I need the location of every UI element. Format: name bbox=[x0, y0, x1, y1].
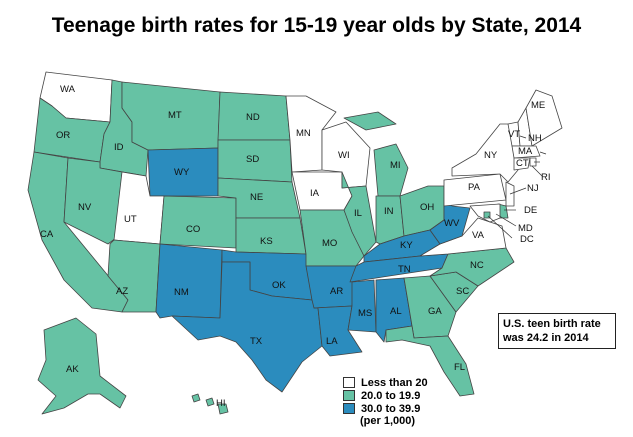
legend-item-high: 30.0 to 39.9 bbox=[343, 402, 428, 415]
svg-text:WY: WY bbox=[174, 167, 190, 178]
svg-text:OK: OK bbox=[272, 280, 286, 291]
legend-item-mid: 20.0 to 19.9 bbox=[343, 389, 428, 402]
svg-text:LA: LA bbox=[326, 336, 338, 347]
state-IN bbox=[375, 195, 405, 245]
svg-text:NC: NC bbox=[470, 260, 484, 271]
state-CT bbox=[513, 157, 531, 171]
svg-text:ND: ND bbox=[246, 112, 260, 123]
svg-text:CA: CA bbox=[40, 229, 54, 240]
state-FL bbox=[385, 325, 475, 397]
svg-text:MD: MD bbox=[518, 223, 533, 234]
svg-text:TX: TX bbox=[250, 336, 263, 347]
state-NM bbox=[155, 243, 223, 319]
svg-text:AZ: AZ bbox=[116, 286, 128, 297]
svg-text:KY: KY bbox=[400, 240, 413, 251]
svg-text:TN: TN bbox=[398, 264, 411, 275]
svg-text:GA: GA bbox=[428, 306, 442, 317]
legend-label-low: Less than 20 bbox=[361, 376, 428, 389]
map-title: Teenage birth rates for 15-19 year olds … bbox=[51, 14, 582, 37]
state-IL bbox=[341, 171, 377, 257]
svg-text:NE: NE bbox=[250, 192, 263, 203]
svg-text:MT: MT bbox=[168, 110, 182, 121]
state-RI bbox=[529, 157, 537, 167]
state-ME bbox=[525, 89, 563, 147]
legend-item-low: Less than 20 bbox=[343, 376, 428, 389]
legend-swatch-mid bbox=[343, 390, 355, 401]
callout-line-1: U.S. teen birth rate bbox=[503, 318, 601, 330]
svg-text:DC: DC bbox=[520, 234, 534, 245]
svg-text:MN: MN bbox=[296, 128, 311, 139]
svg-text:AR: AR bbox=[330, 286, 343, 297]
svg-text:PA: PA bbox=[468, 182, 481, 193]
state-AK bbox=[37, 317, 127, 415]
legend-label-mid: 20.0 to 19.9 bbox=[361, 389, 421, 402]
state-labels: WA OR CA ID NV MT WY UT AZ CO NM ND SD N… bbox=[40, 84, 551, 409]
leader-lines bbox=[487, 135, 547, 239]
state-NY bbox=[451, 123, 519, 183]
svg-text:WI: WI bbox=[338, 150, 350, 161]
svg-text:MO: MO bbox=[322, 238, 337, 249]
svg-text:OR: OR bbox=[56, 130, 70, 141]
svg-text:NV: NV bbox=[78, 202, 92, 213]
svg-text:NM: NM bbox=[174, 287, 189, 298]
svg-text:WV: WV bbox=[444, 218, 460, 229]
svg-text:IA: IA bbox=[310, 188, 320, 199]
svg-text:MS: MS bbox=[358, 308, 372, 319]
state-HI bbox=[191, 393, 229, 415]
svg-text:KS: KS bbox=[260, 236, 273, 247]
svg-text:IN: IN bbox=[384, 206, 394, 217]
svg-text:AL: AL bbox=[390, 306, 402, 317]
svg-text:VA: VA bbox=[472, 230, 485, 241]
legend-label-high: 30.0 to 39.9 bbox=[361, 402, 421, 415]
svg-text:VT: VT bbox=[508, 129, 520, 140]
svg-text:MI: MI bbox=[390, 160, 401, 171]
svg-text:OH: OH bbox=[420, 202, 434, 213]
svg-text:CT: CT bbox=[516, 158, 529, 169]
svg-text:SC: SC bbox=[456, 286, 469, 297]
state-MA bbox=[511, 145, 541, 159]
svg-text:UT: UT bbox=[124, 214, 137, 225]
state-TX bbox=[171, 261, 323, 393]
svg-text:CO: CO bbox=[186, 224, 200, 235]
svg-text:RI: RI bbox=[541, 172, 551, 183]
callout-line-2: was 24.2 in 2014 bbox=[503, 332, 589, 344]
state-MI bbox=[343, 111, 409, 197]
svg-text:MA: MA bbox=[518, 146, 533, 157]
svg-text:WA: WA bbox=[60, 84, 76, 95]
us-rate-callout: U.S. teen birth rate was 24.2 in 2014 bbox=[498, 313, 616, 349]
svg-text:NJ: NJ bbox=[527, 183, 539, 194]
legend-swatch-low bbox=[343, 377, 355, 388]
svg-text:ID: ID bbox=[114, 142, 124, 153]
state-CO bbox=[159, 195, 237, 249]
legend-units-note: (per 1,000) bbox=[360, 415, 416, 427]
svg-text:AK: AK bbox=[66, 364, 79, 375]
state-NV bbox=[63, 157, 123, 245]
svg-text:ME: ME bbox=[531, 100, 545, 111]
state-WV bbox=[429, 197, 471, 245]
svg-text:NH: NH bbox=[528, 133, 542, 144]
svg-text:SD: SD bbox=[246, 154, 259, 165]
svg-text:NY: NY bbox=[484, 150, 498, 161]
svg-text:DE: DE bbox=[524, 205, 537, 216]
map-legend: Less than 20 20.0 to 19.9 30.0 to 39.9 (… bbox=[343, 376, 428, 428]
svg-text:HI: HI bbox=[216, 398, 226, 409]
legend-swatch-high bbox=[343, 403, 355, 414]
svg-text:FL: FL bbox=[454, 362, 465, 373]
state-MS bbox=[347, 279, 377, 333]
svg-text:IL: IL bbox=[354, 208, 362, 219]
